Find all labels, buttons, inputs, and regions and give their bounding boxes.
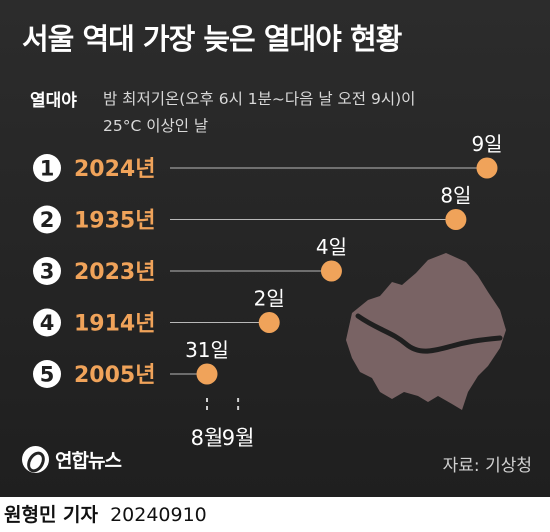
yonhap-logo-icon	[22, 445, 49, 473]
reporter-name: 원형민 기자	[4, 504, 99, 526]
year-label: 2005년	[74, 363, 155, 388]
x-tick-label: 9월	[222, 426, 255, 450]
definition-line-1: 밤 최저기온(오후 6시 1분~다음 날 오전 9시)이	[103, 90, 416, 108]
rank-number: 2	[40, 208, 55, 232]
data-rows: 1 2024년 9일 2 1935년 8일 3 2023년 4일 4 1914년 2일 5 2005년 31…	[33, 132, 503, 388]
rank-badge	[33, 360, 61, 388]
rank-badge	[33, 257, 61, 285]
byline: 원형민 기자 20240910	[4, 500, 207, 527]
data-row: 5 2005년 31일	[33, 338, 229, 388]
rank-number: 5	[40, 363, 55, 387]
publish-date: 20240910	[110, 504, 207, 526]
rank-badge	[33, 308, 61, 337]
rank-number: 3	[40, 260, 55, 284]
definition-term: 열대야	[30, 91, 77, 111]
date-dot	[476, 157, 498, 179]
han-river	[355, 313, 503, 354]
year-label: 2023년	[74, 260, 155, 285]
date-dot	[196, 363, 218, 385]
definition-line-2: 25°C 이상인 날	[103, 117, 209, 135]
seoul-map	[346, 253, 506, 410]
date-dot	[258, 312, 280, 333]
date-label: 9일	[471, 132, 502, 156]
logo-text: 연합뉴스	[55, 449, 122, 472]
yonhap-logo: 연합뉴스	[22, 444, 122, 474]
data-row: 1 2024년 9일	[33, 132, 503, 182]
year-label: 1914년	[74, 312, 155, 337]
date-label: 2일	[254, 287, 285, 311]
x-tick-label: 8월	[191, 426, 224, 450]
date-label: 8일	[440, 184, 471, 208]
date-dot	[445, 209, 467, 230]
source-note: 자료: 기상청	[442, 456, 532, 476]
data-row: 3 2023년 4일	[33, 235, 347, 285]
rank-number: 1	[40, 157, 55, 181]
data-row: 4 1914년 2일	[33, 287, 285, 337]
date-dot	[320, 260, 342, 282]
chart-title: 서울 역대 가장 늦은 열대야 현황	[22, 22, 402, 56]
rank-badge	[33, 205, 61, 234]
infographic-card: 서울 역대 가장 늦은 열대야 현황 열대야 밤 최저기온(오후 6시 1분~다…	[0, 0, 550, 497]
date-label: 31일	[185, 338, 229, 362]
rank-badge	[33, 154, 61, 182]
year-label: 2024년	[74, 157, 155, 182]
definition-text: 밤 최저기온(오후 6시 1분~다음 날 오전 9시)이 25°C 이상인 날	[103, 86, 533, 140]
rank-number: 4	[40, 311, 55, 335]
date-label: 4일	[316, 235, 347, 259]
year-label: 1935년	[74, 209, 155, 234]
data-row: 2 1935년 8일	[33, 184, 471, 234]
